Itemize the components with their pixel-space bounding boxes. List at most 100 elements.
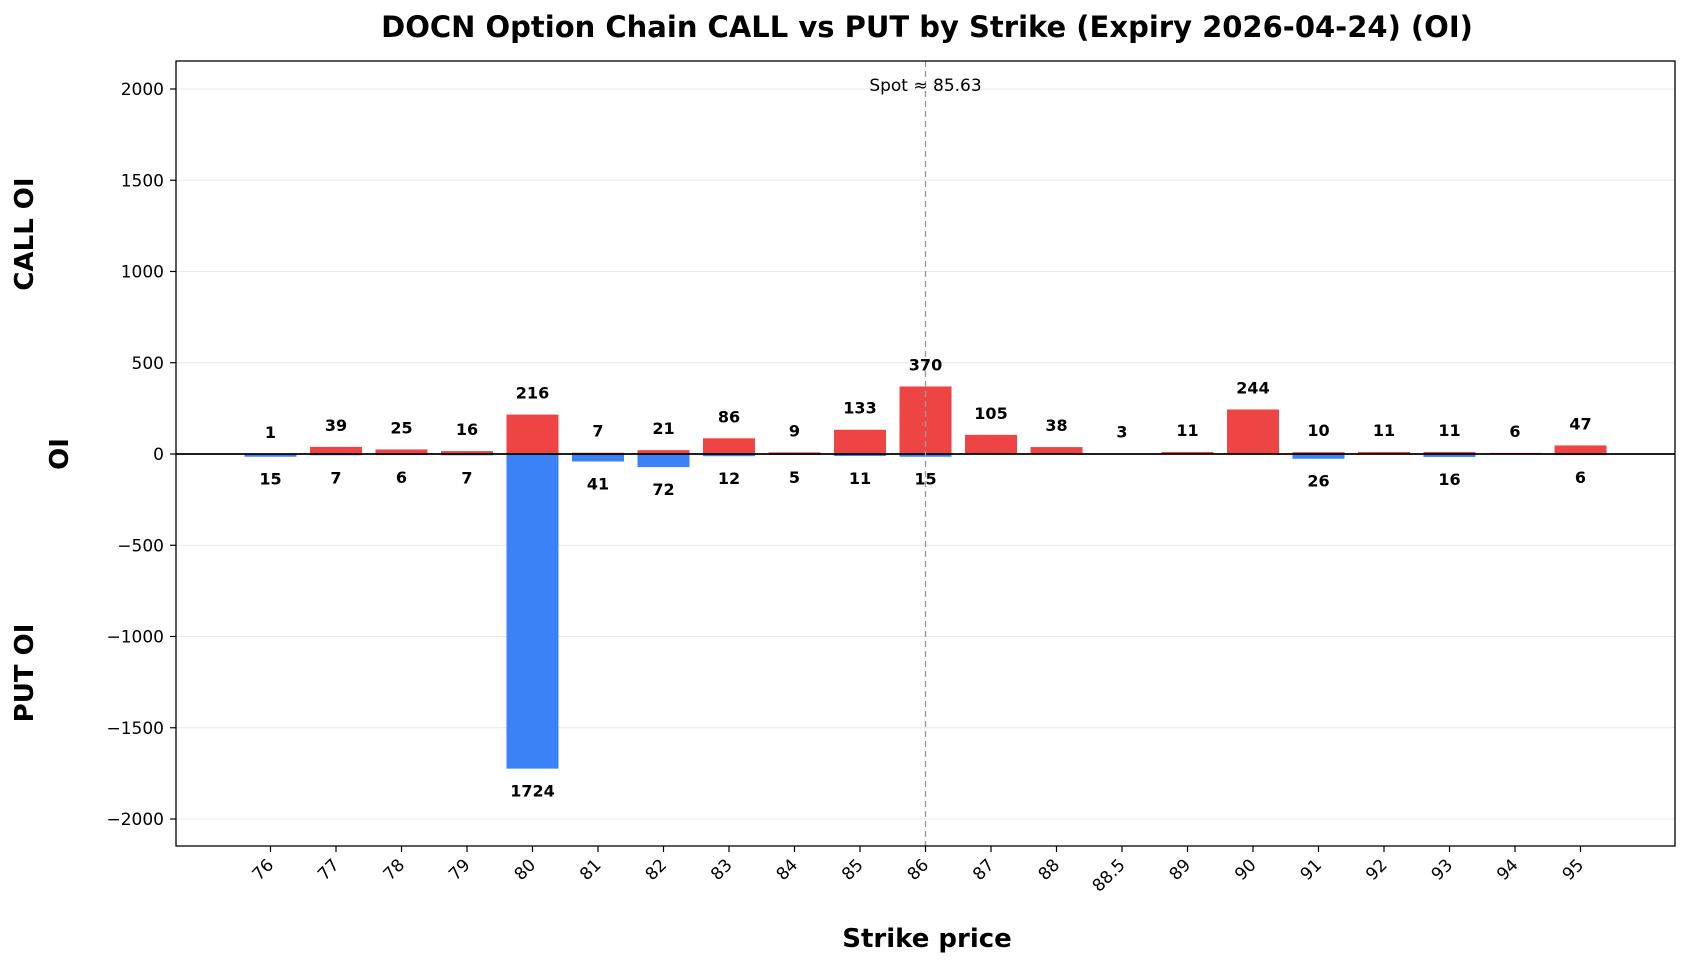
call-value-label: 25	[390, 418, 412, 437]
put-bar	[1423, 454, 1476, 457]
call-value-label: 6	[1509, 422, 1520, 441]
put-bar	[834, 454, 886, 457]
call-bar	[441, 451, 493, 454]
data-labels: 1 15 39 7 25 6 16 7 216 1724 7 41 21 72 86 12 9 5 133 11 370…	[259, 355, 1591, 800]
y-tick-label: 0	[153, 445, 164, 465]
call-value-label: 21	[652, 419, 674, 438]
put-value-label: 41	[587, 474, 609, 493]
call-bar	[310, 446, 362, 454]
chart-title: DOCN Option Chain CALL vs PUT by Strike …	[381, 10, 1473, 44]
call-value-label: 38	[1045, 416, 1067, 435]
x-tick-label: 95	[1559, 855, 1588, 884]
y-axis: 2000 1500 1000 500 0 −500 −1000 −1500 −2000	[106, 80, 176, 830]
y-tick-label: 500	[132, 354, 164, 374]
call-value-label: 47	[1569, 414, 1591, 433]
x-tick-label: 92	[1362, 855, 1391, 884]
x-tick-label: 78	[380, 855, 409, 884]
x-axis: 76 77 78 79 80 81 82 83 84 85 86 87 88 88.5 89 90 91 92 93…	[249, 846, 1588, 896]
call-bar	[965, 434, 1017, 454]
x-tick-label: 77	[314, 855, 343, 884]
x-axis-label: Strike price	[842, 924, 1012, 954]
spot-marker: Spot ≈ 85.63	[869, 61, 982, 846]
put-value-label: 16	[1438, 470, 1460, 489]
call-bar	[1030, 447, 1083, 454]
put-bar	[637, 454, 690, 468]
call-bar	[834, 429, 886, 454]
x-tick-label: 86	[904, 855, 933, 884]
put-oi-label: PUT OI	[10, 624, 40, 723]
call-oi-label: CALL OI	[10, 177, 40, 290]
put-value-label: 1724	[510, 782, 555, 801]
y-tick-label: 1500	[121, 171, 164, 191]
y-tick-label: −2000	[106, 810, 164, 830]
y-tick-label: −500	[117, 536, 164, 556]
put-bar	[244, 454, 297, 457]
call-value-label: 1	[265, 423, 276, 442]
call-value-label: 11	[1438, 421, 1460, 440]
spot-label: Spot ≈ 85.63	[869, 76, 981, 96]
x-tick-label: 94	[1493, 855, 1522, 884]
y-tick-label: 2000	[121, 80, 164, 100]
call-value-label: 16	[456, 420, 478, 439]
put-bar	[506, 454, 559, 769]
put-value-label: 15	[259, 470, 281, 489]
put-value-label: 7	[330, 468, 341, 487]
call-bar	[1423, 451, 1476, 454]
x-tick-label: 79	[445, 855, 474, 884]
call-bar	[1161, 451, 1214, 454]
call-value-label: 216	[516, 384, 549, 403]
x-tick-label: 85	[838, 855, 867, 884]
put-value-label: 6	[1575, 468, 1586, 487]
x-tick-label: 81	[576, 855, 605, 884]
bars	[176, 386, 1675, 769]
put-value-label: 5	[789, 468, 800, 487]
call-value-label: 105	[974, 404, 1007, 423]
put-value-label: 15	[914, 470, 936, 489]
call-value-label: 7	[592, 422, 603, 441]
call-bar	[1358, 451, 1410, 454]
call-bar	[1554, 445, 1607, 454]
call-bar	[375, 449, 428, 454]
y-axis-label: OI	[45, 438, 75, 470]
x-tick-label: 82	[642, 855, 671, 884]
call-value-label: 11	[1176, 421, 1198, 440]
x-tick-label: 80	[511, 855, 540, 884]
y-tick-label: 1000	[121, 263, 164, 283]
put-value-label: 72	[652, 480, 674, 499]
x-tick-label: 88	[1035, 855, 1064, 884]
put-value-label: 11	[849, 469, 871, 488]
call-value-label: 244	[1236, 378, 1269, 397]
x-tick-label: 88.5	[1089, 855, 1130, 896]
call-bar	[506, 414, 559, 454]
put-value-label: 6	[396, 468, 407, 487]
call-value-label: 370	[909, 355, 942, 374]
put-value-label: 12	[718, 469, 740, 488]
call-value-label: 11	[1373, 421, 1395, 440]
x-tick-label: 89	[1166, 855, 1195, 884]
call-bar	[1227, 409, 1279, 454]
call-value-label: 3	[1116, 422, 1127, 441]
x-tick-label: 84	[773, 855, 802, 884]
call-value-label: 133	[843, 399, 876, 418]
x-tick-label: 76	[249, 855, 278, 884]
x-tick-label: 83	[707, 855, 736, 884]
call-bar	[1292, 452, 1345, 454]
put-bar	[703, 454, 755, 457]
y-tick-label: −1000	[106, 628, 164, 648]
x-tick-label: 93	[1428, 855, 1457, 884]
call-value-label: 10	[1307, 421, 1329, 440]
call-value-label: 9	[789, 421, 800, 440]
put-value-label: 7	[461, 468, 472, 487]
x-tick-label: 91	[1297, 855, 1326, 884]
call-bar	[637, 450, 690, 454]
call-bar	[703, 438, 755, 454]
y-tick-label: −1500	[106, 719, 164, 739]
x-tick-label: 90	[1231, 855, 1260, 884]
call-value-label: 86	[718, 407, 740, 426]
put-bar	[572, 454, 624, 462]
put-value-label: 26	[1307, 472, 1329, 491]
call-value-label: 39	[325, 416, 347, 435]
put-bar	[1292, 454, 1345, 459]
x-tick-label: 87	[969, 855, 998, 884]
